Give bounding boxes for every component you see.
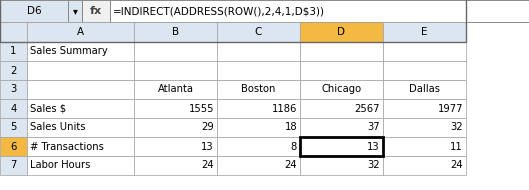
Bar (110, 0, 529, 22)
Bar (27, 137, 134, 156)
Text: 32: 32 (367, 161, 380, 170)
Text: 24: 24 (202, 161, 214, 170)
Text: 8: 8 (291, 142, 297, 151)
Bar (217, 118, 300, 137)
Bar (0, 156, 27, 175)
Bar (217, 156, 300, 175)
Bar (383, 156, 466, 175)
Text: C: C (255, 27, 262, 37)
Text: # Transactions: # Transactions (30, 142, 104, 151)
Bar (300, 61, 383, 80)
Text: 29: 29 (201, 123, 214, 132)
Bar (134, 61, 217, 80)
Bar (27, 22, 134, 42)
Bar (300, 99, 383, 118)
Bar (134, 22, 217, 42)
Bar (217, 99, 300, 118)
Bar (0, 99, 27, 118)
Bar (0, 22, 27, 42)
Text: A: A (77, 27, 84, 37)
Bar (383, 118, 466, 137)
Bar (27, 156, 134, 175)
Bar (27, 118, 134, 137)
Bar (134, 80, 217, 99)
Text: 37: 37 (367, 123, 380, 132)
Text: Boston: Boston (241, 85, 276, 94)
Text: 13: 13 (202, 142, 214, 151)
Text: 1: 1 (10, 47, 17, 56)
Bar (134, 156, 217, 175)
Text: fx: fx (90, 6, 102, 16)
Bar (27, 99, 134, 118)
Text: 7: 7 (10, 161, 17, 170)
Bar (134, 99, 217, 118)
Text: Labor Hours: Labor Hours (30, 161, 90, 170)
Text: Chicago: Chicago (322, 85, 361, 94)
Bar (383, 99, 466, 118)
Bar (217, 42, 300, 61)
Text: 11: 11 (450, 142, 463, 151)
Bar (27, 61, 134, 80)
Text: 1555: 1555 (188, 104, 214, 113)
Text: 5: 5 (10, 123, 17, 132)
Bar (68, 0, 82, 22)
Text: 2567: 2567 (354, 104, 380, 113)
Bar (383, 61, 466, 80)
Bar (0, 0, 466, 42)
Bar (217, 61, 300, 80)
Bar (217, 80, 300, 99)
Bar (0, 42, 27, 61)
Text: Atlanta: Atlanta (158, 85, 194, 94)
Text: E: E (421, 27, 428, 37)
Bar (300, 156, 383, 175)
Text: 3: 3 (11, 85, 16, 94)
Text: 24: 24 (285, 161, 297, 170)
Bar (383, 42, 466, 61)
Bar (300, 137, 383, 156)
Text: 4: 4 (11, 104, 16, 113)
Bar (300, 42, 383, 61)
Text: 6: 6 (10, 142, 17, 151)
Text: 1977: 1977 (437, 104, 463, 113)
Text: 13: 13 (367, 142, 380, 151)
Text: Dallas: Dallas (409, 85, 440, 94)
Bar (383, 137, 466, 156)
Bar (134, 118, 217, 137)
Bar (300, 22, 383, 42)
Bar (383, 22, 466, 42)
Text: Sales $: Sales $ (30, 104, 66, 113)
Bar (383, 80, 466, 99)
Text: 18: 18 (285, 123, 297, 132)
Text: B: B (172, 27, 179, 37)
Bar (27, 42, 134, 61)
Bar (217, 22, 300, 42)
Text: D6: D6 (26, 6, 41, 16)
Bar (27, 80, 134, 99)
Bar (300, 80, 383, 99)
Bar (300, 137, 383, 156)
Text: Sales Summary: Sales Summary (30, 47, 108, 56)
Bar (0, 80, 27, 99)
Bar (0, 0, 68, 22)
Text: D: D (338, 27, 345, 37)
Bar (0, 61, 27, 80)
Bar (0, 118, 27, 137)
Text: 32: 32 (450, 123, 463, 132)
Text: 1186: 1186 (271, 104, 297, 113)
Text: 2: 2 (10, 66, 17, 75)
Text: 24: 24 (450, 161, 463, 170)
Text: ▾: ▾ (72, 6, 77, 16)
Bar (0, 137, 27, 156)
Bar (134, 137, 217, 156)
Text: =INDIRECT(ADDRESS(ROW(),2,4,1,D$3)): =INDIRECT(ADDRESS(ROW(),2,4,1,D$3)) (113, 6, 325, 16)
Bar (82, 0, 110, 22)
Bar (134, 42, 217, 61)
Bar (217, 137, 300, 156)
Bar (300, 118, 383, 137)
Text: Sales Units: Sales Units (30, 123, 86, 132)
